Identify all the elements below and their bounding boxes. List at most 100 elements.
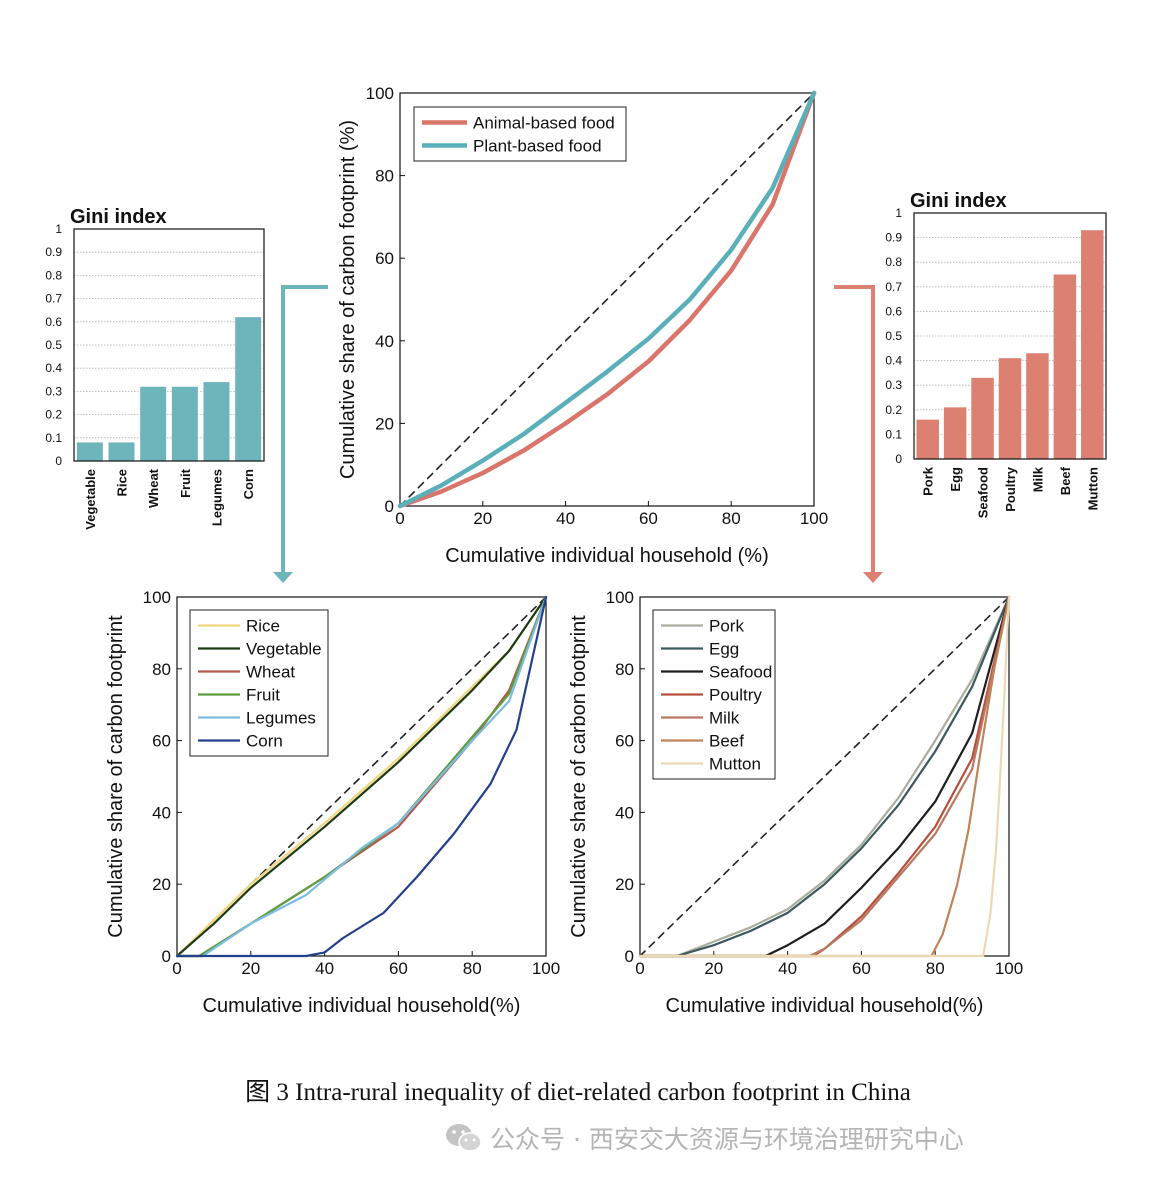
plot-frame — [913, 212, 1107, 460]
y-tick-label: 0.1 — [45, 431, 62, 445]
y-tick-label: 0.3 — [885, 378, 902, 392]
bar-fruit — [171, 386, 198, 461]
category-label-corn: Corn — [241, 469, 256, 499]
wechat-icon — [446, 1124, 482, 1152]
legend-label-beef: Beef — [709, 732, 744, 751]
salmon-connector-arrow — [834, 285, 883, 583]
series-line-poultry — [638, 595, 1011, 958]
bar-pork — [916, 419, 939, 459]
x-tick-label: 20 — [473, 509, 492, 528]
y-tick-label: 0.8 — [885, 255, 902, 269]
legend-label-milk: Milk — [709, 709, 740, 728]
y-tick-label: 0.8 — [45, 268, 62, 282]
series-line-seafood — [638, 595, 1011, 958]
bar-seafood — [971, 377, 994, 459]
legend-label-plant-based-food: Plant-based food — [473, 137, 602, 156]
series-line-vegetable — [175, 595, 548, 958]
category-label-legumes: Legumes — [210, 469, 225, 526]
series-line-mutton — [638, 595, 1011, 958]
x-tick-label: 100 — [995, 959, 1023, 978]
watermark: 公众号 · 西安交大资源与环境治理研究中心 — [444, 1118, 964, 1158]
y-tick-label: 60 — [152, 732, 171, 751]
y-tick-label: 0.6 — [885, 304, 902, 318]
bar-mutton — [1081, 230, 1104, 459]
bar-legumes — [203, 382, 230, 461]
y-tick-label: 20 — [615, 875, 634, 894]
plot-frame — [73, 228, 265, 462]
category-label-milk: Milk — [1030, 466, 1045, 492]
y-tick-label: 60 — [375, 249, 394, 268]
y-tick-label: 0.2 — [885, 403, 902, 417]
legend-label-corn: Corn — [246, 732, 283, 751]
x-tick-label: 80 — [926, 959, 945, 978]
teal-connector-arrow — [273, 285, 328, 583]
y-tick-label: 0.2 — [45, 408, 62, 422]
x-tick-label: 80 — [463, 959, 482, 978]
x-tick-label: 100 — [532, 959, 560, 978]
bar-poultry — [998, 358, 1022, 459]
category-label-wheat: Wheat — [146, 468, 161, 508]
y-tick-label: 80 — [375, 167, 394, 186]
y-axis-label: Cumulative share of carbon footprint — [105, 615, 127, 938]
y-tick-label: 80 — [615, 660, 634, 679]
series-line-pork — [638, 595, 1011, 958]
series-line-egg — [638, 595, 1011, 958]
y-tick-label: 80 — [152, 660, 171, 679]
x-tick-label: 0 — [395, 509, 404, 528]
y-tick-label: 60 — [615, 732, 634, 751]
plot-frame — [399, 92, 815, 507]
category-label-vegetable: Vegetable — [83, 469, 98, 530]
gini-title: Gini index — [910, 190, 1007, 212]
gini-title: Gini index — [70, 206, 167, 228]
x-tick-label: 0 — [635, 959, 644, 978]
y-tick-label: 40 — [375, 332, 394, 351]
y-tick-label: 1 — [55, 222, 62, 236]
y-tick-label: 0.4 — [885, 354, 902, 368]
series-line-fruit — [175, 595, 548, 958]
series-line-legumes — [175, 595, 548, 958]
category-label-rice: Rice — [115, 469, 130, 496]
plant-lorenz-chart: 0 20 40 60 80 100 0 20 40 60 80 100 Cumulative indiv… — [105, 588, 560, 1017]
y-tick-label: 40 — [152, 803, 171, 822]
equality-line — [639, 596, 1010, 957]
y-tick-label: 0.9 — [45, 245, 62, 259]
category-label-beef: Beef — [1058, 466, 1073, 495]
x-tick-label: 20 — [241, 959, 260, 978]
y-tick-label: 0.7 — [45, 292, 62, 306]
equality-line — [176, 596, 547, 957]
x-tick-label: 60 — [852, 959, 871, 978]
legend: Rice Vegetable Wheat Fruit Legumes Corn — [189, 609, 329, 757]
y-tick-label: 100 — [366, 84, 394, 103]
equality-line — [399, 92, 815, 507]
y-tick-label: 0.4 — [45, 361, 62, 375]
animal-lorenz-chart: 0 20 40 60 80 100 0 20 40 60 80 100 Cumulative indiv… — [568, 588, 1023, 1017]
y-tick-label: 0 — [162, 947, 171, 966]
category-label-fruit: Fruit — [178, 468, 193, 498]
x-tick-label: 40 — [556, 509, 575, 528]
legend-label-seafood: Seafood — [709, 663, 772, 682]
y-tick-label: 100 — [606, 588, 634, 607]
y-tick-label: 0.9 — [885, 231, 902, 245]
series-line-corn — [175, 595, 548, 958]
category-label-poultry: Poultry — [1003, 466, 1018, 512]
x-tick-label: 20 — [704, 959, 723, 978]
figure-caption: 图 3 Intra-rural inequality of diet-relat… — [245, 1079, 911, 1106]
category-label-mutton: Mutton — [1085, 467, 1100, 510]
y-tick-label: 40 — [615, 803, 634, 822]
x-tick-label: 40 — [778, 959, 797, 978]
y-tick-label: 0.7 — [885, 280, 902, 294]
bar-rice — [108, 442, 135, 461]
legend-label-legumes: Legumes — [246, 709, 316, 728]
y-tick-label: 0 — [55, 454, 62, 468]
category-label-seafood: Seafood — [976, 467, 991, 518]
legend-label-fruit: Fruit — [246, 686, 280, 705]
series-line-beef — [638, 595, 1011, 958]
legend-label-poultry: Poultry — [709, 686, 762, 705]
y-axis-label: Cumulative share of carbon footprint (%) — [337, 120, 359, 479]
plant-gini-bar-chart: Gini index 0 0.1 0.2 0.3 0.4 0.5 0.6 0.7 0.8 0.9 1 V… — [45, 206, 265, 530]
y-tick-label: 0 — [385, 497, 394, 516]
y-tick-label: 0.6 — [45, 315, 62, 329]
x-tick-label: 60 — [639, 509, 658, 528]
y-tick-label: 0 — [625, 947, 634, 966]
